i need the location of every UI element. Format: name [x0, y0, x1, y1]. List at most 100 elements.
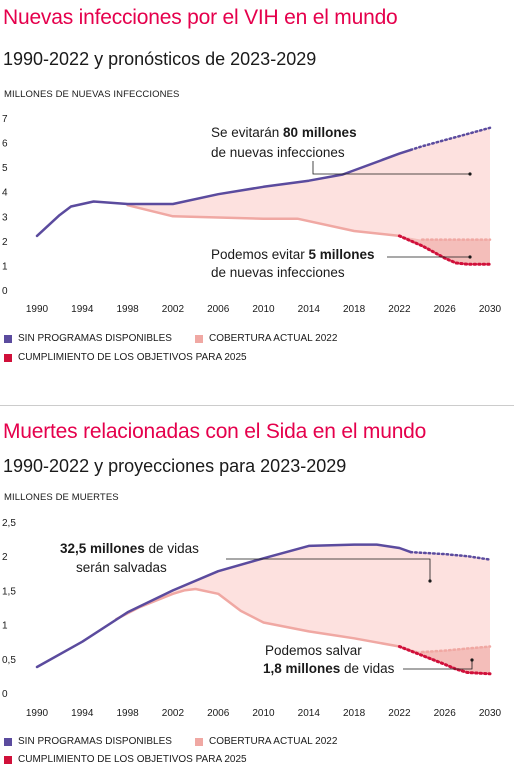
y-tick-label: 2: [2, 237, 8, 248]
annotation-leader: [403, 660, 473, 670]
infections-chart: 0 1 2 3 4 5 6 7 1990 1994 1998 2002 2006 2010 2014 2018…: [2, 114, 502, 315]
deaths-chart: 0 0,5 1 1,5 2 2,5 1990 1994 1998 2002 2006 2010 2014…: [2, 518, 502, 719]
no-programs-projection-line: [409, 550, 492, 561]
x-tick-label: 1990: [26, 304, 49, 315]
annotation-text-part: Se evitarán: [211, 125, 283, 140]
current-coverage-line: [115, 587, 401, 648]
annotation-dot: [470, 658, 474, 662]
legend-item-current-coverage: COBERTURA ACTUAL 2022: [195, 333, 337, 344]
legend-label: COBERTURA ACTUAL 2022: [209, 736, 338, 747]
y-axis-label: MILLONES DE NUEVAS INFECCIONES: [4, 89, 180, 100]
legend-swatch: [4, 334, 12, 343]
y-tick-label: 7: [2, 114, 8, 125]
x-tick-label: 1998: [116, 708, 139, 719]
chart-title: Muertes relacionadas con el Sida en el m…: [3, 420, 427, 443]
legend-label: SIN PROGRAMAS DISPONIBLES: [18, 736, 172, 747]
y-tick-label: 1: [2, 621, 8, 632]
x-tick-label: 1998: [116, 304, 139, 315]
y-tick-label: 0,5: [2, 655, 16, 666]
annotation-text-part: de vidas: [145, 541, 199, 556]
chart-title: Nuevas infecciones por el VIH en el mund…: [3, 6, 398, 29]
annotation-text-part: Podemos evitar: [211, 247, 309, 262]
legend-label: CUMPLIMIENTO DE LOS OBJETIVOS PARA 2025: [18, 352, 247, 363]
annotation-text: de nuevas infecciones: [211, 265, 345, 280]
chart-subtitle: 1990-2022 y pronósticos de 2023-2029: [3, 49, 317, 69]
annotation-text: serán salvadas: [76, 560, 167, 575]
no-programs-line: [35, 543, 412, 669]
annotation-highlight: 80 millones: [283, 125, 357, 140]
annotation-dot: [468, 172, 472, 176]
y-tick-label: 1,5: [2, 586, 16, 597]
annotation-text: 32,5 millones de vidas: [60, 541, 199, 556]
annotation-leader: [312, 161, 470, 175]
x-tick-label: 2022: [388, 708, 411, 719]
divider: [0, 405, 514, 406]
annotation-text: Podemos evitar 5 millones: [211, 247, 375, 262]
x-tick-label: 2014: [298, 304, 321, 315]
y-tick-label: 5: [2, 163, 8, 174]
x-tick-label: 2030: [479, 304, 502, 315]
annotation-text: 1,8 millones de vidas: [263, 661, 395, 676]
x-tick-label: 2014: [298, 708, 321, 719]
annotation-text-part: Podemos salvar: [265, 643, 362, 658]
legend-swatch: [4, 737, 12, 746]
y-tick-label: 2,5: [2, 518, 16, 529]
x-tick-label: 2010: [252, 708, 275, 719]
annotation-leader: [226, 558, 431, 581]
targets-line: [397, 645, 492, 676]
annotation-text: Podemos salvar: [265, 643, 362, 658]
no-programs-line: [35, 148, 412, 238]
legend-item-no-programs: SIN PROGRAMAS DISPONIBLES: [4, 333, 172, 344]
legend-swatch: [4, 755, 12, 764]
x-tick-label: 2002: [162, 708, 185, 719]
averted-area: [127, 127, 490, 240]
x-tick-label: 2006: [207, 304, 230, 315]
legend-swatch: [195, 334, 203, 343]
y-tick-label: 0: [2, 689, 8, 700]
legend-label: SIN PROGRAMAS DISPONIBLES: [18, 333, 172, 344]
chart-panel-aids-deaths: Muertes relacionadas con el Sida en el m…: [0, 406, 514, 767]
x-tick-label: 2030: [479, 708, 502, 719]
x-tick-label: 1994: [71, 304, 94, 315]
chart-panel-new-infections: Nuevas infecciones por el VIH en el mund…: [2, 6, 514, 373]
targets-area: [399, 646, 490, 674]
legend-item-no-programs: SIN PROGRAMAS DISPONIBLES: [4, 736, 172, 747]
x-tick-label: 2006: [207, 708, 230, 719]
annotation-text: de nuevas infecciones: [211, 145, 345, 160]
legend-item-current-coverage: COBERTURA ACTUAL 2022: [195, 736, 337, 747]
annotation-highlight: 32,5 millones: [60, 541, 145, 556]
x-tick-label: 2026: [434, 708, 457, 719]
no-programs-projection-line: [409, 126, 492, 152]
annotation-text: Se evitarán 80 millones: [211, 125, 357, 140]
x-tick-label: 1990: [26, 708, 49, 719]
y-tick-label: 0: [2, 286, 8, 297]
y-tick-label: 4: [2, 188, 8, 199]
x-tick-label: 2010: [252, 304, 275, 315]
annotation-dot: [468, 255, 472, 259]
legend-swatch: [195, 737, 203, 746]
x-tick-label: 2018: [343, 304, 366, 315]
averted-area: [116, 544, 491, 652]
x-tick-label: 1994: [71, 708, 94, 719]
x-tick-label: 2002: [162, 304, 185, 315]
legend-item-targets: CUMPLIMIENTO DE LOS OBJETIVOS PARA 2025: [4, 754, 247, 765]
current-coverage-projection-line: [420, 645, 492, 654]
annotation-highlight: 1,8 millones: [263, 661, 340, 676]
legend: SIN PROGRAMAS DISPONIBLES COBERTURA ACTU…: [4, 333, 514, 373]
legend: SIN PROGRAMAS DISPONIBLES COBERTURA ACTU…: [4, 736, 514, 768]
legend-item-targets: CUMPLIMIENTO DE LOS OBJETIVOS PARA 2025: [4, 352, 247, 363]
legend-label: CUMPLIMIENTO DE LOS OBJETIVOS PARA 2025: [18, 754, 247, 765]
current-coverage-line: [126, 203, 401, 238]
chart-subtitle: 1990-2022 y proyecciones para 2023-2029: [3, 456, 347, 476]
legend-swatch: [4, 353, 12, 362]
x-tick-label: 2018: [343, 708, 366, 719]
x-tick-label: 2026: [434, 304, 457, 315]
legend-label: COBERTURA ACTUAL 2022: [209, 333, 338, 344]
y-tick-label: 2: [2, 552, 8, 563]
y-tick-label: 1: [2, 261, 8, 272]
targets-line: [397, 234, 492, 266]
y-axis-label: MILLONES DE MUERTES: [4, 492, 119, 503]
annotation-text-part: de vidas: [340, 661, 394, 676]
y-tick-label: 3: [2, 212, 8, 223]
y-tick-label: 6: [2, 139, 8, 150]
